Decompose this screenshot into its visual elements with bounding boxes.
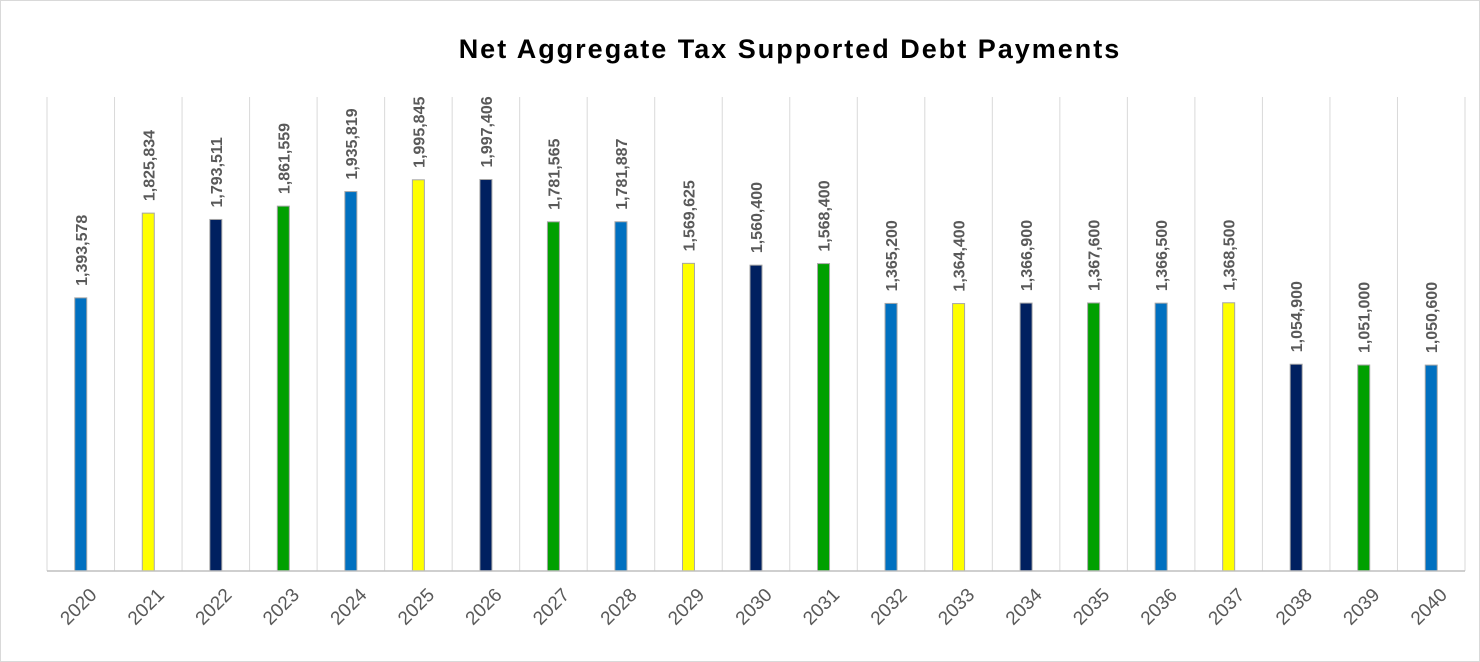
tick-label-2027: 2027 [529,585,574,630]
data-label-2040: 1,050,600 [1424,282,1441,353]
data-label-2024: 1,935,819 [344,108,361,179]
data-label-2037: 1,368,500 [1222,219,1239,290]
data-label-2035: 1,367,600 [1087,220,1104,291]
tick-label-2039: 2039 [1340,585,1385,630]
bar-2023 [276,205,290,572]
bar-2031 [817,263,831,572]
data-label-2033: 1,364,400 [952,220,969,291]
bar-2032 [884,302,898,572]
gridlines [46,97,1466,571]
tick-label-2026: 2026 [462,585,507,630]
bar-2034 [1019,302,1033,572]
data-label-2029: 1,569,625 [681,180,698,251]
tick-label-2020: 2020 [57,585,102,630]
tick-label-2023: 2023 [259,585,304,630]
data-label-2025: 1,995,845 [411,97,428,168]
tick-label-2032: 2032 [867,585,912,630]
data-label-2027: 1,781,565 [546,139,563,210]
tick-label-2037: 2037 [1205,585,1250,630]
bars [74,179,1438,572]
chart-title: Net Aggregate Tax Supported Debt Payment… [459,34,1122,64]
tick-label-2024: 2024 [327,584,372,629]
tick-label-2022: 2022 [192,585,237,630]
data-label-2036: 1,366,500 [1154,220,1171,291]
data-label-2031: 1,568,400 [817,180,834,251]
bar-2035 [1087,302,1101,572]
tick-label-2033: 2033 [934,585,979,630]
data-label-2023: 1,861,559 [276,123,293,194]
tick-label-2040: 2040 [1407,585,1452,630]
x-axis-tick-labels: 2020 2021 2022 2023 2024 2025 2026 2027 2028 2029… [57,584,1452,629]
data-label-2032: 1,365,200 [884,220,901,291]
bar-2040 [1424,364,1438,572]
bar-2025 [411,179,425,572]
data-label-2028: 1,781,887 [614,138,631,209]
bar-2036 [1154,302,1168,572]
tick-label-2031: 2031 [799,585,844,630]
tick-label-2029: 2029 [664,585,709,630]
bar-2028 [614,221,628,572]
data-label-2030: 1,560,400 [749,182,766,253]
bar-2020 [74,297,88,572]
data-labels: 1,393,578 1,825,834 1,793,511 1,861,559 1,93… [74,96,1441,353]
tick-label-2038: 2038 [1272,585,1317,630]
tick-label-2036: 2036 [1137,585,1182,630]
data-label-2038: 1,054,900 [1289,281,1306,352]
bar-2026 [479,179,493,572]
tick-label-2025: 2025 [394,585,439,630]
bar-2027 [546,221,560,572]
data-label-2020: 1,393,578 [74,215,91,286]
bar-2024 [344,191,358,572]
data-label-2039: 1,051,000 [1357,282,1374,353]
data-label-2026: 1,997,406 [479,96,496,167]
bar-2021 [141,212,155,572]
data-label-2022: 1,793,511 [209,137,226,207]
bar-2038 [1289,363,1303,572]
tick-label-2034: 2034 [1002,584,1047,629]
data-label-2034: 1,366,900 [1019,220,1036,291]
data-label-2021: 1,825,834 [141,130,158,201]
bar-2030 [749,264,763,572]
tick-label-2021: 2021 [124,585,169,630]
bar-2022 [209,218,223,572]
bar-2029 [681,262,695,572]
tick-label-2030: 2030 [732,585,777,630]
tick-label-2035: 2035 [1069,585,1114,630]
bar-2039 [1357,364,1371,572]
bar-2033 [952,303,966,572]
bar-2037 [1222,302,1236,572]
tick-label-2028: 2028 [597,585,642,630]
